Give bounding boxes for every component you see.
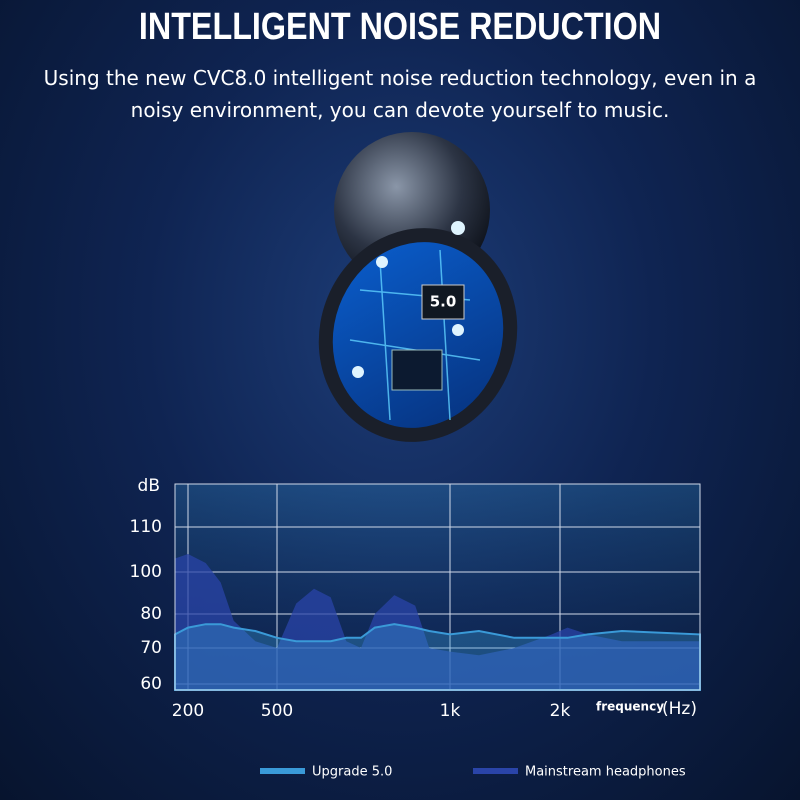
legend-label: Mainstream headphones: [525, 765, 686, 780]
legend-swatch: [473, 768, 518, 774]
x-tick-label: 2k: [550, 701, 571, 721]
x-axis-unit: (Hz): [662, 699, 697, 719]
y-tick-label: 70: [140, 638, 162, 658]
x-tick-label: 200: [172, 701, 204, 721]
x-tick-label: 1k: [440, 701, 461, 721]
plot-area: [174, 484, 701, 691]
plot-border: [174, 483, 701, 691]
legend-swatch: [260, 768, 305, 774]
earbud-illustration: 5.0: [318, 132, 518, 442]
y-tick-label: 110: [130, 517, 162, 537]
y-tick-label: 80: [140, 604, 162, 624]
x-axis-label: frequency: [596, 700, 664, 714]
chip-label: 5.0: [430, 293, 457, 311]
y-tick-label: 60: [140, 674, 162, 694]
subtitle: Using the new CVC8.0 intelligent noise r…: [43, 66, 757, 122]
legend-label: Upgrade 5.0: [312, 765, 392, 780]
series-area: [175, 554, 700, 690]
x-tick-label: 500: [261, 701, 293, 721]
title: INTELLIGENT NOISE REDUCTION: [138, 6, 662, 48]
y-tick-label: 100: [130, 562, 162, 582]
series-area: [174, 623, 701, 691]
y-axis-label: dB: [138, 476, 160, 496]
